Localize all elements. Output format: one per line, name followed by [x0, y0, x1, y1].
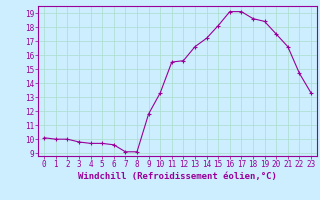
- X-axis label: Windchill (Refroidissement éolien,°C): Windchill (Refroidissement éolien,°C): [78, 172, 277, 181]
